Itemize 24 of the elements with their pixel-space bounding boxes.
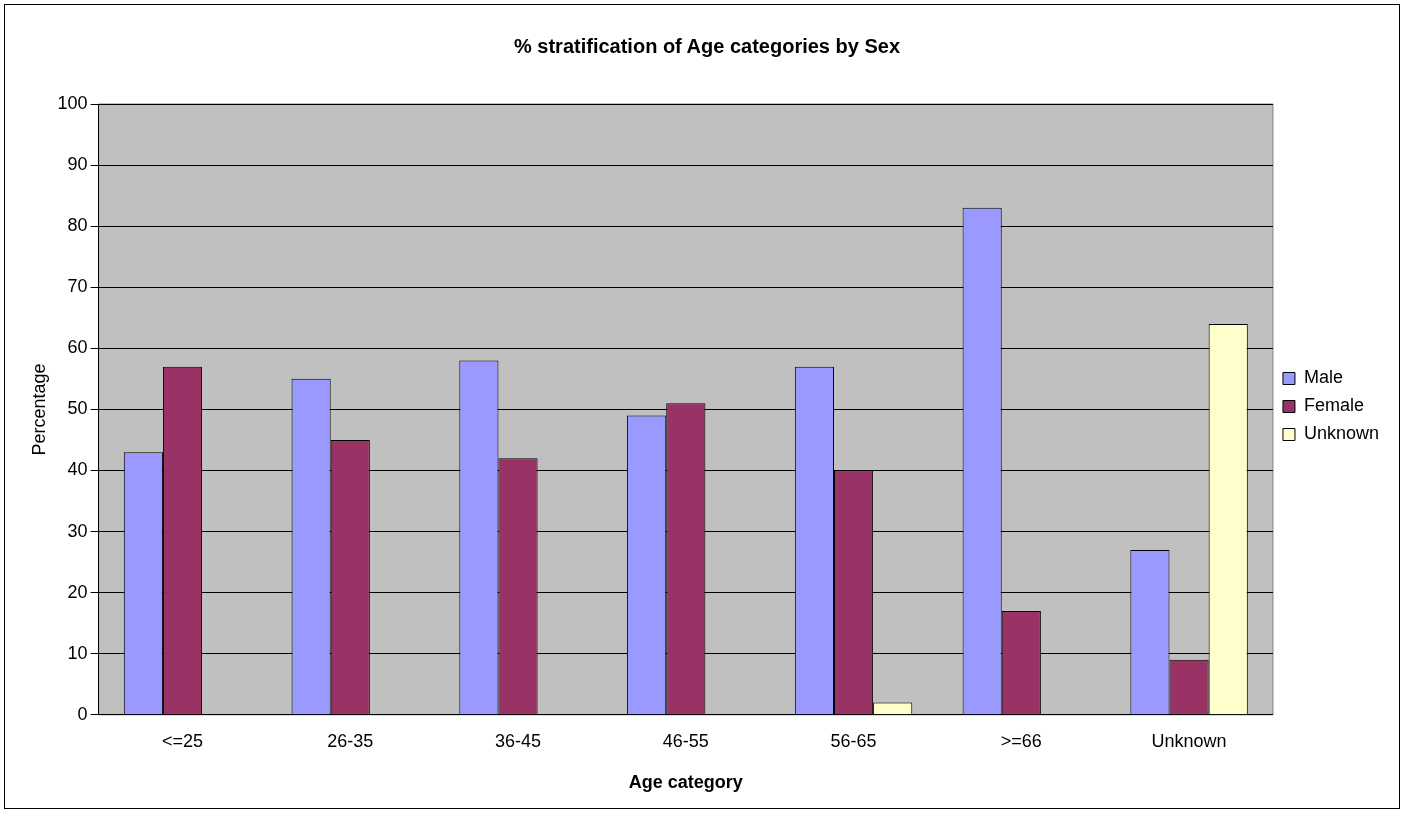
y-tick-label: 10	[67, 642, 88, 663]
legend-label: Unknown	[1303, 423, 1380, 444]
chart-title: % stratification of Age categories by Sex	[513, 34, 901, 57]
y-tick-label: 30	[67, 520, 88, 541]
y-tick-label: 100	[57, 92, 88, 113]
x-tick-label: 36-45	[495, 730, 542, 751]
y-axis-title: Percentage	[28, 363, 49, 456]
x-tick-label: 26-35	[327, 730, 374, 751]
y-tick-label: 70	[67, 276, 88, 297]
y-tick-label: 50	[67, 398, 88, 419]
x-axis-title: Age category	[628, 772, 743, 793]
x-tick-label: Unknown	[1151, 730, 1227, 751]
y-tick-label: 90	[67, 154, 88, 175]
x-tick-label: 56-65	[830, 730, 877, 751]
y-tick-label: 20	[67, 581, 88, 602]
legend-label: Female	[1303, 395, 1364, 416]
y-tick-label: 40	[67, 459, 88, 480]
y-tick-label: 80	[67, 215, 88, 236]
x-tick-label: >=66	[1000, 730, 1042, 751]
y-tick-label: 0	[77, 703, 88, 724]
x-tick-label: 46-55	[662, 730, 709, 751]
x-tick-label: <=25	[161, 730, 204, 751]
legend-label: Male	[1303, 367, 1343, 388]
y-tick-label: 60	[67, 337, 88, 358]
